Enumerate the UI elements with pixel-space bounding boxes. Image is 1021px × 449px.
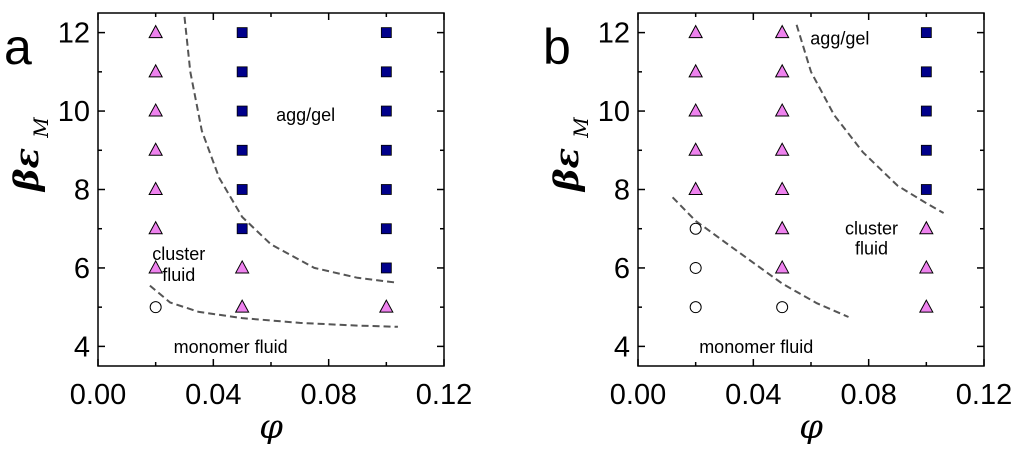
triangle-marker [378, 299, 394, 313]
square-marker [380, 66, 392, 78]
x-tick-label: 0.12 [956, 379, 1012, 411]
x-axis-label: φ [799, 407, 823, 444]
square-marker [920, 66, 932, 78]
y-tick-label: 12 [58, 18, 90, 50]
phase-boundary-2 [149, 284, 398, 328]
square-marker [236, 105, 248, 117]
triangle-marker [148, 103, 164, 117]
panel-letter: b [543, 19, 571, 75]
circle-marker [689, 261, 702, 274]
x-tick-label: 0.08 [840, 379, 896, 411]
square-marker [920, 105, 932, 117]
square-marker [380, 27, 392, 39]
square-marker [920, 144, 932, 156]
circle-marker [149, 301, 162, 314]
y-axis-label-subscript: M [29, 117, 53, 139]
square-marker [380, 223, 392, 235]
triangle-marker [148, 259, 164, 274]
triangle-marker [148, 220, 164, 235]
square-marker [236, 66, 248, 78]
triangle-marker [918, 220, 934, 235]
circle-marker [689, 301, 702, 314]
region-label: monomer fluid [699, 337, 813, 357]
square-marker [380, 144, 392, 156]
phase-boundary-1 [671, 196, 849, 318]
square-marker [920, 184, 932, 195]
region-label: cluster [152, 244, 205, 264]
x-tick-label: 0.08 [300, 379, 356, 411]
triangle-marker [234, 259, 250, 274]
square-marker [380, 105, 392, 117]
triangle-marker [148, 181, 164, 195]
triangle-marker [148, 63, 164, 78]
x-tick-label: 0.04 [725, 379, 781, 411]
y-axis-label-subscript: M [569, 117, 593, 139]
phase-boundary-2 [795, 24, 945, 214]
region-label: fluid [855, 238, 888, 258]
triangle-marker [234, 299, 250, 313]
region-label: monomer fluid [174, 337, 288, 357]
x-tick-label: 0.00 [610, 379, 666, 411]
triangle-marker [688, 142, 704, 156]
y-tick-label: 4 [74, 331, 90, 363]
y-tick-label: 4 [614, 331, 630, 363]
phase-boundary-1 [183, 16, 399, 284]
y-tick-label: 10 [598, 96, 630, 128]
triangle-marker [774, 220, 790, 235]
region-label: fluid [162, 265, 195, 285]
circle-marker [776, 301, 789, 314]
y-tick-label: 8 [74, 175, 90, 207]
triangle-marker [774, 181, 790, 195]
triangle-marker [148, 24, 164, 39]
square-marker [236, 223, 248, 235]
square-marker [236, 144, 248, 156]
triangle-marker [918, 259, 934, 274]
triangle-marker [688, 24, 704, 39]
triangle-marker [774, 259, 790, 274]
triangle-marker [148, 142, 164, 156]
region-label: agg/gel [276, 105, 335, 125]
triangle-marker [774, 142, 790, 156]
square-marker [236, 184, 248, 195]
x-tick-label: 0.12 [416, 379, 472, 411]
y-axis-label: βε [547, 148, 587, 193]
y-tick-label: 8 [614, 175, 630, 207]
region-label: cluster [845, 219, 898, 239]
x-tick-label: 0.00 [70, 379, 126, 411]
triangle-marker [774, 24, 790, 39]
square-marker [380, 262, 392, 274]
square-marker [236, 27, 248, 39]
panel-letter: a [4, 19, 32, 75]
plot-frame [97, 12, 445, 367]
square-marker [380, 184, 392, 195]
x-tick-label: 0.04 [185, 379, 241, 411]
triangle-marker [688, 63, 704, 78]
triangle-marker [774, 63, 790, 78]
plot-frame [637, 12, 985, 367]
triangle-marker [688, 181, 704, 195]
triangle-marker [688, 103, 704, 117]
circle-marker [689, 222, 702, 235]
x-axis-label: φ [259, 407, 283, 444]
y-tick-label: 6 [614, 253, 630, 285]
y-axis-label: βε [7, 148, 47, 193]
triangle-marker [774, 103, 790, 117]
square-marker [920, 27, 932, 39]
y-tick-label: 10 [58, 96, 90, 128]
y-tick-label: 6 [74, 253, 90, 285]
triangle-marker [918, 299, 934, 313]
region-label: agg/gel [810, 28, 869, 48]
y-tick-label: 12 [598, 18, 630, 50]
